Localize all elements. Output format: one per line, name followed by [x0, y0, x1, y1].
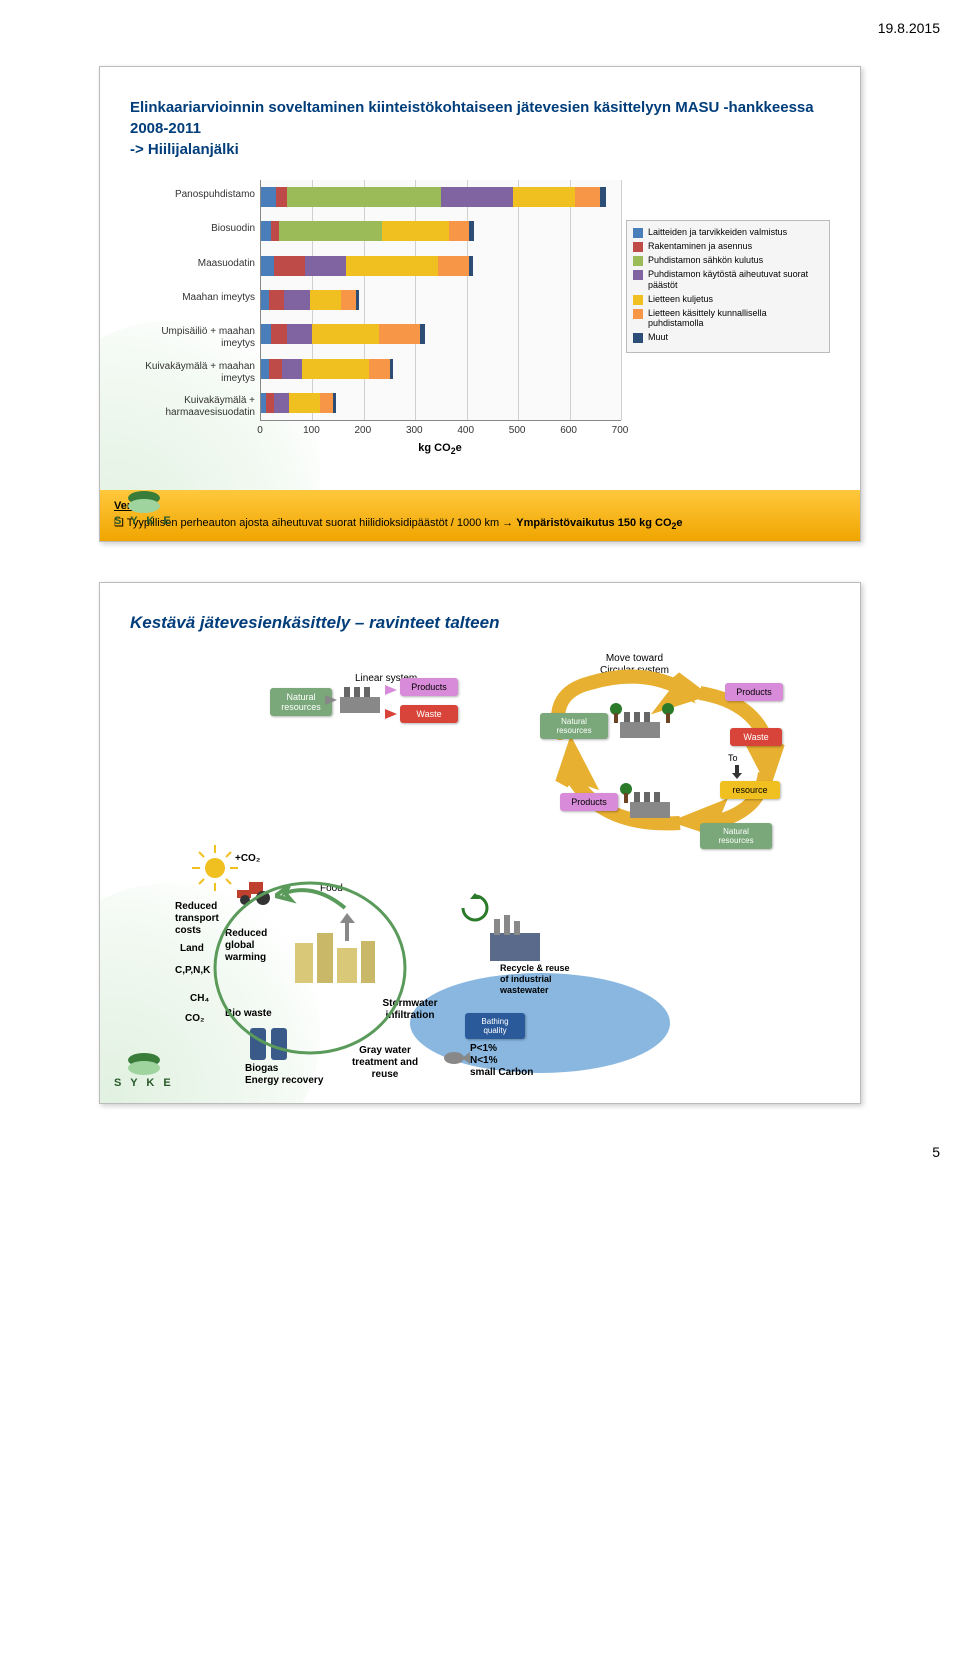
- bar-row: [261, 256, 473, 276]
- arrow-icon: [325, 695, 341, 705]
- legend-item: Lietteen kuljetus: [633, 294, 823, 305]
- tree-icon: [608, 703, 624, 723]
- bar-row: [261, 324, 425, 344]
- recycle-reuse-label: Recycle & reuseof industrialwastewater: [500, 963, 580, 995]
- bar-row: [261, 221, 474, 241]
- slide-2: S Y K E Kestävä jätevesienkäsittely – ra…: [99, 582, 861, 1104]
- to-label: To: [728, 753, 738, 764]
- page-date: 19.8.2015: [20, 20, 940, 36]
- x-tick-label: 600: [560, 425, 577, 436]
- bar-row: [261, 359, 393, 379]
- x-tick-label: 700: [612, 425, 629, 436]
- y-tick-label: Umpisäiliö + maahan imeytys: [130, 326, 261, 350]
- x-tick-label: 200: [355, 425, 372, 436]
- y-tick-label: Biosuodin: [130, 223, 261, 235]
- slide1-title: Elinkaariarvioinnin soveltaminen kiintei…: [130, 97, 830, 160]
- y-tick-label: Panospuhdistamo: [130, 189, 261, 201]
- x-tick-label: 300: [406, 425, 423, 436]
- box-resource: resource: [720, 781, 780, 799]
- legend-item: Laitteiden ja tarvikkeiden valmistus: [633, 227, 823, 238]
- recycle-icon: [460, 893, 490, 923]
- legend-item: Rakentaminen ja asennus: [633, 241, 823, 252]
- factory-icon: [630, 788, 670, 823]
- bar-row: [261, 187, 606, 207]
- slide2-title: Kestävä jätevesienkäsittely – ravinteet …: [130, 613, 830, 633]
- x-tick-label: 400: [457, 425, 474, 436]
- legend-item: Puhdistamon sähkön kulutus: [633, 255, 823, 266]
- syke-logo: S Y K E: [114, 491, 174, 527]
- box-natural-resources: Natural resources: [540, 713, 608, 739]
- legend-item: Lietteen käsittely kunnallisella puhdist…: [633, 308, 823, 330]
- compare-box: Vertaa Tyypillisen perheauton ajosta aih…: [100, 490, 860, 541]
- bar-row: [261, 393, 336, 413]
- tree-icon: [618, 783, 634, 803]
- factory-icon: [340, 683, 380, 718]
- co2-label: +CO₂: [235, 853, 260, 865]
- box-products: Products: [400, 678, 458, 696]
- x-axis-title: kg CO2e: [260, 442, 620, 456]
- page-number: 5: [20, 1144, 940, 1160]
- y-tick-label: Maasuodatin: [130, 258, 261, 270]
- x-tick-label: 100: [303, 425, 320, 436]
- tree-icon: [660, 703, 676, 723]
- down-arrow-icon: [732, 765, 742, 779]
- y-tick-label: Maahan imeytys: [130, 292, 261, 304]
- pn-carbon-label: P<1%N<1%small Carbon: [470, 1043, 540, 1079]
- fish-icon: [440, 1048, 470, 1068]
- logo-text: S Y K E: [114, 1077, 174, 1089]
- compare-title: Vertaa: [114, 500, 846, 512]
- biogas-label: BiogasEnergy recovery: [245, 1063, 335, 1087]
- bar-row: [261, 290, 359, 310]
- x-tick-label: 500: [509, 425, 526, 436]
- compare-line: Tyypillisen perheauton ajosta aiheutuvat…: [114, 516, 846, 531]
- factory-icon: [620, 708, 660, 743]
- bathing-label: Bathingquality: [465, 1013, 525, 1039]
- circular-economy-diagram: Linear system Natural resources Products…: [130, 653, 830, 1083]
- box-waste: Waste: [730, 728, 782, 746]
- slide-1: S Y K E Elinkaariarvioinnin soveltaminen…: [99, 66, 861, 542]
- box-products: Products: [725, 683, 783, 701]
- y-tick-label: Kuivakäymälä + harmaavesisuodatin: [130, 395, 261, 419]
- arrow-icon: [385, 685, 401, 695]
- box-waste: Waste: [400, 705, 458, 723]
- legend-item: Muut: [633, 332, 823, 343]
- carbon-footprint-chart: kg CO2e Laitteiden ja tarvikkeiden valmi…: [130, 180, 830, 460]
- legend-item: Puhdistamon käytöstä aiheutuvat suorat p…: [633, 269, 823, 291]
- cycle-ring: [200, 873, 420, 1063]
- x-tick-label: 0: [257, 425, 263, 436]
- arrow-icon: [385, 709, 401, 719]
- industrial-plant-icon: [480, 913, 550, 963]
- logo-text: S Y K E: [114, 515, 174, 527]
- chart-legend: Laitteiden ja tarvikkeiden valmistus Rake…: [626, 220, 830, 353]
- box-natural-resources: Natural resources: [700, 823, 772, 849]
- box-products: Products: [560, 793, 618, 811]
- y-tick-label: Kuivakäymälä + maahan imeytys: [130, 361, 261, 385]
- syke-logo: S Y K E: [114, 1053, 174, 1089]
- box-natural-resources: Natural resources: [270, 688, 332, 716]
